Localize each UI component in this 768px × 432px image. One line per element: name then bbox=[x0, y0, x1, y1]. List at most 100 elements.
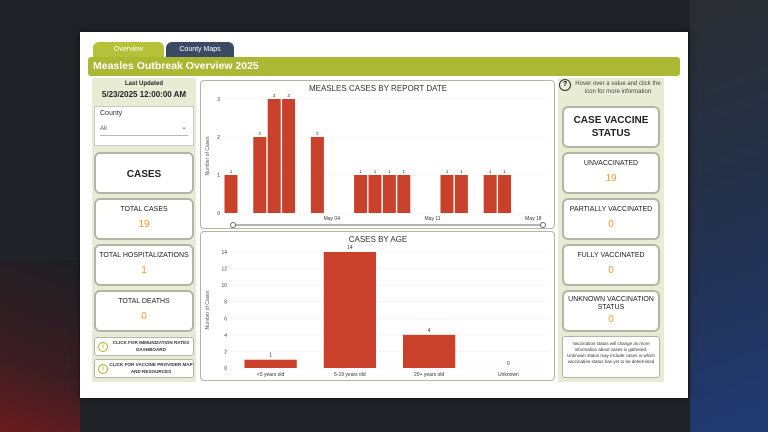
data-label: 3 bbox=[287, 93, 290, 98]
dashboard-frame: Overview County Maps Measles Outbreak Ov… bbox=[80, 32, 688, 398]
page-title: Measles Outbreak Overview 2025 bbox=[88, 57, 680, 76]
immunization-dashboard-button[interactable]: i CLICK FOR IMMUNIZATION RATES DASHBOARD bbox=[94, 337, 194, 356]
data-label: 3 bbox=[273, 93, 276, 98]
help-icon[interactable]: ? bbox=[559, 79, 571, 91]
county-slicer[interactable]: County All ⌄ bbox=[94, 106, 194, 146]
bar bbox=[440, 175, 454, 213]
tab-county-maps[interactable]: County Maps bbox=[166, 42, 234, 57]
data-label: 1 bbox=[359, 169, 362, 174]
y-tick-label: 2 bbox=[224, 349, 227, 355]
unvaccinated-label: UNVACCINATED bbox=[583, 160, 639, 167]
county-slicer-label: County bbox=[100, 110, 123, 117]
x-tick-label: 5-19 years old bbox=[334, 372, 366, 378]
data-label: 1 bbox=[446, 169, 449, 174]
data-label: 1 bbox=[230, 169, 233, 174]
cases-by-date-chart: MEASLES CASES BY REPORT DATE Number of Ca… bbox=[200, 80, 555, 229]
unvaccinated-card[interactable]: UNVACCINATED 19 bbox=[562, 152, 660, 194]
data-label: 1 bbox=[388, 169, 391, 174]
date-range-slider-handle bbox=[230, 222, 236, 228]
total-deaths-value: 0 bbox=[141, 311, 147, 322]
bar bbox=[244, 359, 297, 368]
bar bbox=[267, 99, 281, 213]
y-tick-label: 0 bbox=[224, 366, 227, 372]
data-label: 2 bbox=[316, 131, 319, 136]
y-axis-label: Number of Cases bbox=[205, 290, 211, 329]
y-tick-label: 8 bbox=[224, 300, 227, 306]
chart-title: CASES BY AGE bbox=[349, 235, 408, 244]
unknown-status-card[interactable]: UNKNOWN VACCINATION STATUS 0 bbox=[562, 290, 660, 332]
cases-by-age-chart: CASES BY AGE Number of Cases 0 2 4 6 8 10 12 14 1 <… bbox=[200, 231, 555, 381]
vaccine-provider-button[interactable]: i CLICK FOR VACCINE PROVIDER MAP AND RES… bbox=[94, 359, 194, 378]
fully-vaccinated-value: 0 bbox=[608, 265, 614, 276]
chevron-down-icon[interactable]: ⌄ bbox=[181, 124, 187, 131]
data-label: 1 bbox=[403, 169, 406, 174]
y-tick-label: 0 bbox=[217, 211, 220, 217]
cases-by-age-svg: CASES BY AGE Number of Cases 0 2 4 6 8 10 12 14 1 <… bbox=[205, 235, 548, 378]
bar bbox=[224, 175, 238, 213]
last-updated-label: Last Updated bbox=[124, 81, 163, 87]
county-select[interactable]: All bbox=[100, 124, 188, 136]
bar bbox=[402, 334, 456, 368]
total-hospitalizations-value: 1 bbox=[141, 265, 147, 276]
total-deaths-label: TOTAL DEATHS bbox=[118, 298, 170, 305]
data-label: 1 bbox=[503, 169, 506, 174]
left-panel: Last Updated 5/23/2025 12:00:00 AM Count… bbox=[92, 78, 196, 382]
background-stripe bbox=[0, 260, 80, 432]
data-label: 1 bbox=[489, 169, 492, 174]
info-icon: i bbox=[98, 342, 108, 352]
bar bbox=[310, 137, 324, 213]
bar bbox=[368, 175, 382, 213]
unvaccinated-value: 19 bbox=[605, 173, 617, 184]
data-label: 1 bbox=[374, 169, 377, 174]
x-tick-label: May 18 bbox=[525, 216, 542, 222]
bar bbox=[397, 175, 411, 213]
bar bbox=[382, 175, 396, 213]
data-label: 0 bbox=[507, 361, 510, 367]
date-range-slider-handle bbox=[540, 222, 546, 228]
x-tick-label: Unknown bbox=[498, 372, 519, 378]
vaccine-provider-label: CLICK FOR VACCINE PROVIDER MAP AND RESOU… bbox=[109, 362, 193, 374]
unknown-status-value: 0 bbox=[608, 314, 614, 325]
data-label: 2 bbox=[259, 131, 262, 136]
cases-header: CASES bbox=[126, 169, 162, 180]
immunization-dashboard-label: CLICK FOR IMMUNIZATION RATES DASHBOARD bbox=[112, 340, 190, 352]
vaccine-status-header-card: CASE VACCINE STATUS bbox=[562, 106, 660, 148]
total-cases-value: 19 bbox=[138, 219, 150, 230]
bar bbox=[282, 99, 296, 213]
vaccine-status-header: CASE VACCINE STATUS bbox=[573, 115, 649, 139]
y-tick-label: 1 bbox=[217, 173, 220, 179]
info-icon: i bbox=[98, 364, 108, 374]
tab-overview[interactable]: Overview bbox=[93, 42, 164, 57]
x-tick-label: <5 years old bbox=[257, 372, 285, 378]
partially-vaccinated-card[interactable]: PARTIALLY VACCINATED 0 bbox=[562, 198, 660, 240]
fully-vaccinated-card[interactable]: FULLY VACCINATED 0 bbox=[562, 244, 660, 286]
bar bbox=[483, 175, 497, 213]
unknown-status-label: UNKNOWN VACCINATION STATUS bbox=[568, 296, 654, 311]
data-label: 1 bbox=[460, 169, 463, 174]
right-panel: ? Hover over a value and click the icon … bbox=[558, 78, 664, 382]
chart-title: MEASLES CASES BY REPORT DATE bbox=[309, 84, 447, 93]
partially-vaccinated-label: PARTIALLY VACCINATED bbox=[569, 206, 653, 213]
x-tick-label: May 04 bbox=[324, 216, 341, 222]
help-text: Hover over a value and click the icon fo… bbox=[575, 81, 661, 95]
data-label: 14 bbox=[347, 245, 353, 251]
total-hospitalizations-card[interactable]: TOTAL HOSPITALIZATIONS 1 bbox=[94, 244, 194, 286]
y-tick-label: 14 bbox=[221, 250, 227, 256]
total-cases-label: TOTAL CASES bbox=[120, 206, 168, 213]
data-label: 1 bbox=[269, 353, 272, 359]
x-tick-label: May 11 bbox=[425, 216, 441, 222]
vaccination-note: Vaccination status will change as more i… bbox=[562, 336, 660, 378]
fully-vaccinated-label: FULLY VACCINATED bbox=[577, 252, 645, 259]
y-axis-label: Number of Cases bbox=[205, 136, 211, 175]
bar bbox=[354, 175, 368, 213]
cases-header-card: CASES bbox=[94, 152, 194, 194]
partially-vaccinated-value: 0 bbox=[608, 219, 614, 230]
y-tick-label: 10 bbox=[221, 283, 227, 289]
total-cases-card[interactable]: TOTAL CASES 19 bbox=[94, 198, 194, 240]
bar bbox=[454, 175, 468, 213]
y-tick-label: 2 bbox=[217, 135, 220, 141]
total-deaths-card[interactable]: TOTAL DEATHS 0 bbox=[94, 290, 194, 332]
x-tick-label: 20+ years old bbox=[414, 372, 444, 378]
data-label: 4 bbox=[428, 328, 431, 334]
y-tick-label: 3 bbox=[217, 97, 220, 103]
